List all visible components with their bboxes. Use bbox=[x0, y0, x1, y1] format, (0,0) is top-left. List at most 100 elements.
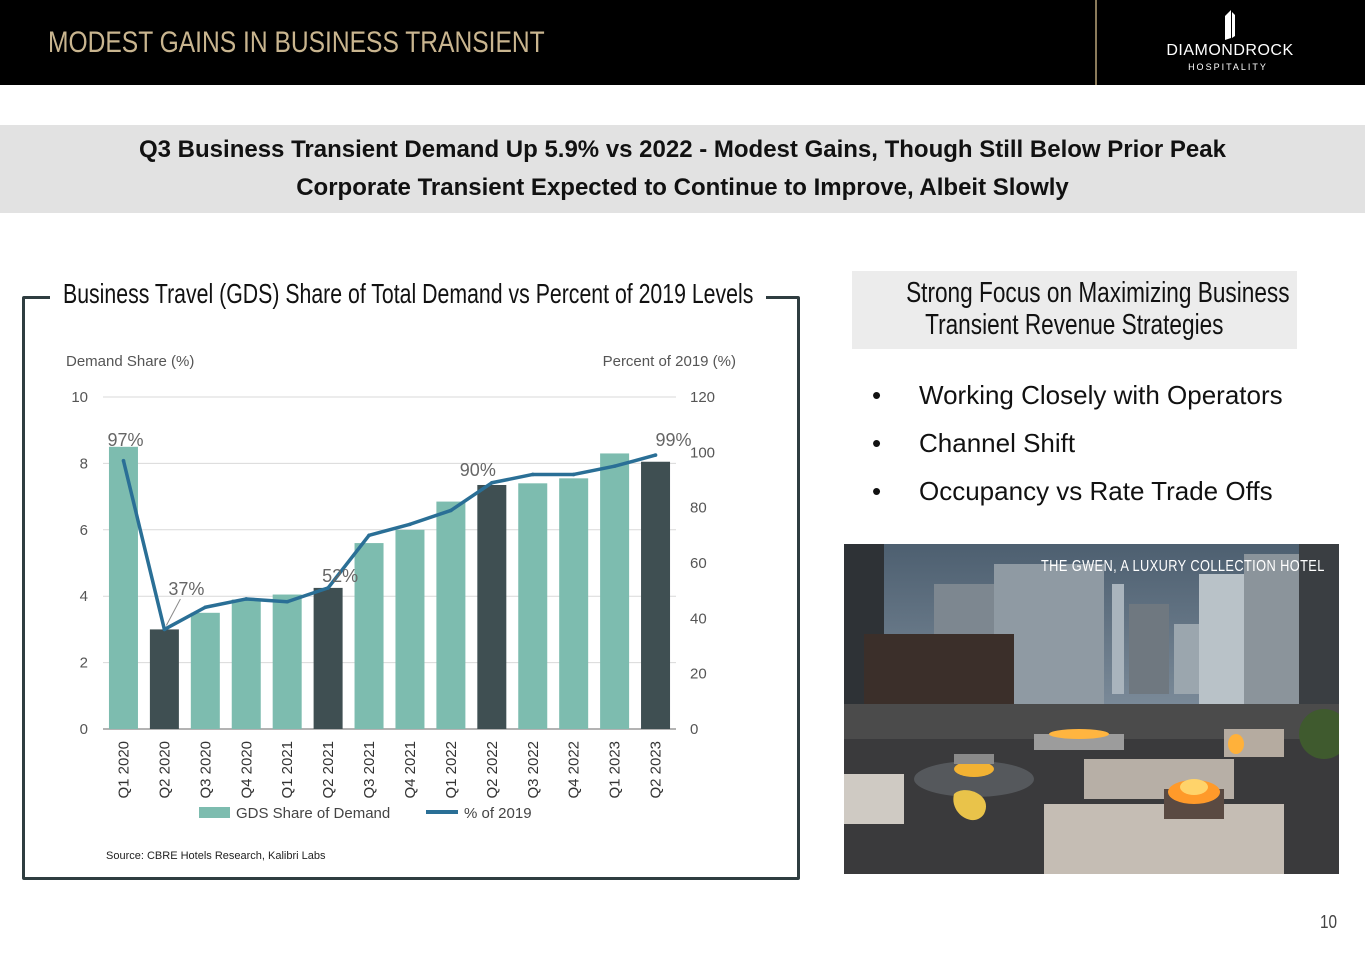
photo-caption: THE GWEN, A LUXURY COLLECTION HOTEL bbox=[1041, 558, 1325, 575]
y-tick-label-right: 100 bbox=[690, 444, 715, 461]
y-tick-label-left: 6 bbox=[80, 522, 88, 539]
chart-title-backdrop bbox=[50, 276, 766, 316]
focus-title-text-2: Transient Revenue Strategies bbox=[925, 309, 1224, 341]
bar bbox=[354, 543, 384, 729]
line-point bbox=[326, 586, 330, 590]
series-line bbox=[121, 453, 656, 632]
annotations: 97% 37% 52% 90% 99% bbox=[107, 430, 692, 626]
hotel-terrace-illustration bbox=[844, 544, 1339, 874]
line-point bbox=[367, 533, 371, 538]
x-tick-label: Q4 2020 bbox=[238, 741, 255, 799]
line-point bbox=[244, 597, 249, 601]
header-bar bbox=[0, 0, 1365, 85]
bar bbox=[518, 483, 548, 729]
line-point bbox=[162, 627, 167, 632]
chart-title: Business Travel (GDS) Share of Total Dem… bbox=[63, 278, 754, 309]
focus-title-text-1: Strong Focus on Maximizing Business bbox=[906, 277, 1290, 309]
bar bbox=[231, 599, 261, 729]
x-tick-label: Q3 2020 bbox=[197, 741, 214, 799]
x-tick-label: Q3 2022 bbox=[525, 741, 542, 799]
strategy-list: • Working Closely with Operators • Chann… bbox=[872, 380, 1342, 524]
chart-source: Source: CBRE Hotels Research, Kalibri La… bbox=[106, 850, 326, 862]
bar bbox=[477, 484, 507, 729]
legend-label: GDS Share of Demand bbox=[236, 805, 390, 822]
company-logo: DIAMONDROCK HOSPITALITY bbox=[1140, 6, 1320, 76]
bar bbox=[395, 529, 425, 729]
bullet-icon: • bbox=[872, 380, 882, 410]
line-point bbox=[449, 508, 453, 513]
line-point bbox=[653, 453, 658, 457]
annotation-leader bbox=[165, 598, 181, 626]
x-tick-label: Q1 2020 bbox=[115, 741, 132, 799]
y-tick-label-left: 10 bbox=[71, 389, 88, 406]
list-item: • Working Closely with Operators bbox=[872, 380, 1342, 428]
bar bbox=[436, 501, 466, 729]
hotel-photo: THE GWEN, A LUXURY COLLECTION HOTEL bbox=[844, 544, 1339, 874]
line-point bbox=[408, 522, 412, 527]
headline-line-1: Q3 Business Transient Demand Up 5.9% vs … bbox=[139, 136, 1226, 163]
y-axis-label-right: Percent of 2019 (%) bbox=[603, 353, 736, 370]
y-tick-label-right: 120 bbox=[690, 389, 715, 406]
line-point bbox=[121, 458, 126, 463]
y-tick-label-left: 0 bbox=[80, 721, 88, 738]
x-tick-label: Q4 2022 bbox=[566, 741, 583, 799]
bullet-icon: • bbox=[872, 476, 882, 506]
bar bbox=[149, 629, 179, 729]
diamondrock-logo-icon bbox=[1225, 10, 1235, 40]
y-tick-label-left: 4 bbox=[80, 588, 88, 605]
y-tick-label-left: 2 bbox=[80, 655, 88, 672]
bar bbox=[641, 461, 671, 729]
bar bbox=[190, 612, 220, 729]
grid-lines bbox=[103, 396, 676, 730]
page-number: 10 bbox=[1320, 912, 1338, 932]
bar bbox=[313, 587, 343, 729]
y-tick-label-right: 80 bbox=[690, 500, 707, 517]
list-item-text: Occupancy vs Rate Trade Offs bbox=[919, 476, 1273, 506]
x-tick-label: Q1 2021 bbox=[279, 741, 296, 799]
logo-divider bbox=[1095, 0, 1097, 85]
data-label: 37% bbox=[168, 579, 204, 599]
x-tick-label: Q1 2023 bbox=[607, 741, 624, 799]
line-point bbox=[530, 472, 535, 477]
legend-label: % of 2019 bbox=[464, 805, 532, 822]
bar bbox=[108, 446, 138, 729]
legend: GDS Share of Demand % of 2019 bbox=[199, 805, 532, 822]
line-point bbox=[490, 480, 494, 485]
slide-title: MODEST GAINS IN BUSINESS TRANSIENT bbox=[48, 26, 545, 59]
logo-name: DIAMONDROCK bbox=[1166, 42, 1294, 59]
y-axis-label-left: Demand Share (%) bbox=[66, 353, 194, 370]
line-point bbox=[203, 605, 208, 610]
x-tick-label: Q2 2020 bbox=[156, 741, 173, 799]
y-tick-label-right: 60 bbox=[690, 555, 707, 572]
bar bbox=[559, 478, 589, 729]
x-tick-label: Q2 2023 bbox=[648, 741, 665, 799]
x-tick-label: Q2 2021 bbox=[320, 741, 337, 799]
line-point bbox=[612, 464, 617, 468]
headline-banner: Q3 Business Transient Demand Up 5.9% vs … bbox=[0, 125, 1365, 213]
logo-subtitle: HOSPITALITY bbox=[1188, 62, 1268, 72]
list-item: • Occupancy vs Rate Trade Offs bbox=[872, 476, 1342, 524]
line-point bbox=[285, 599, 289, 604]
bar bbox=[600, 453, 630, 729]
line-point bbox=[571, 472, 576, 477]
combo-chart: Demand Share (%) Percent of 2019 (%) 0 2 4… bbox=[66, 353, 736, 822]
y-tick-label-right: 40 bbox=[690, 610, 707, 627]
legend-swatch-bar bbox=[199, 807, 230, 818]
bar bbox=[272, 594, 302, 729]
list-item: • Channel Shift bbox=[872, 428, 1342, 476]
list-item-text: Channel Shift bbox=[919, 428, 1076, 458]
line-series bbox=[121, 453, 658, 632]
data-label: 90% bbox=[460, 460, 496, 480]
x-tick-label: Q3 2021 bbox=[361, 741, 378, 799]
y-tick-label-left: 8 bbox=[80, 455, 88, 472]
y-tick-label-right: 20 bbox=[690, 666, 707, 683]
data-label: 99% bbox=[656, 430, 692, 450]
x-tick-label: Q2 2022 bbox=[484, 741, 501, 799]
x-tick-label: Q4 2021 bbox=[402, 741, 419, 799]
data-label: 97% bbox=[107, 430, 143, 450]
focus-title-line-2: Transient Revenue Strategies bbox=[852, 309, 1297, 342]
headline-line-2: Corporate Transient Expected to Continue… bbox=[296, 174, 1069, 201]
data-label: 52% bbox=[322, 566, 358, 586]
x-tick-label: Q1 2022 bbox=[443, 741, 460, 799]
